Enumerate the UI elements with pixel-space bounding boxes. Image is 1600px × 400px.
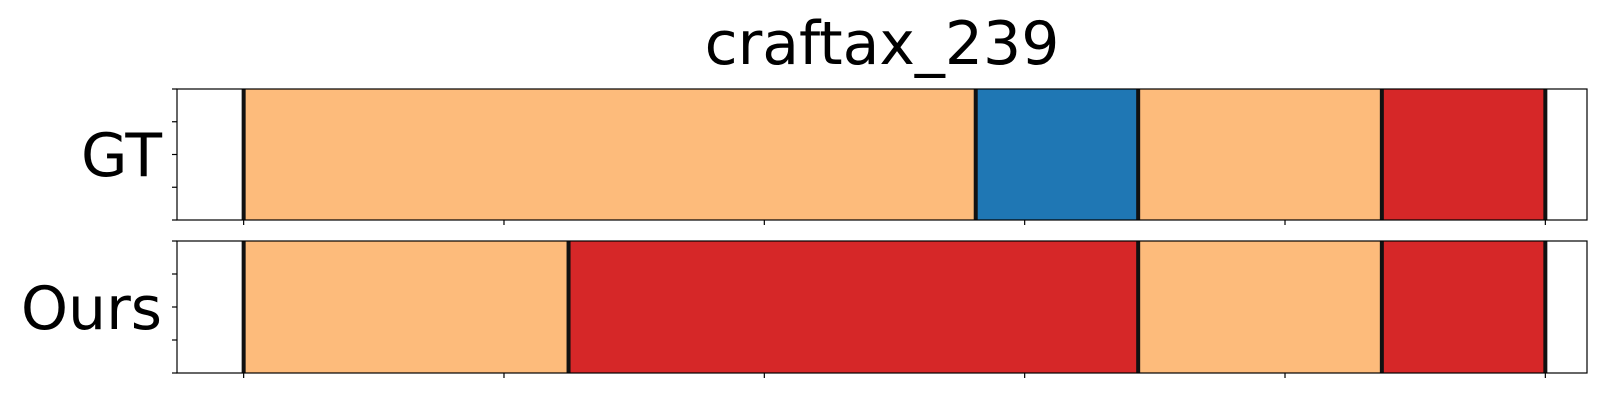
segment-bar-ours-3 [1382, 241, 1545, 373]
segment-bar-gt-3 [1382, 89, 1545, 220]
segment-bar-ours-0 [244, 241, 569, 373]
segment-bar-ours-2 [1138, 241, 1382, 373]
segment-bar-gt-1 [976, 89, 1138, 220]
segment-bar-ours-1 [569, 241, 1139, 373]
segment-bar-gt-2 [1138, 89, 1382, 220]
segment-bar-gt-0 [244, 89, 976, 220]
